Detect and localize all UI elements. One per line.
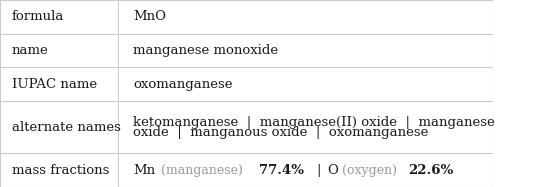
Text: oxomanganese: oxomanganese bbox=[133, 78, 233, 91]
Text: 77.4%: 77.4% bbox=[259, 164, 304, 177]
Text: (manganese): (manganese) bbox=[162, 164, 244, 177]
Text: formula: formula bbox=[12, 10, 64, 23]
Text: 22.6%: 22.6% bbox=[408, 164, 454, 177]
Text: O: O bbox=[327, 164, 338, 177]
Text: MnO: MnO bbox=[133, 10, 166, 23]
Text: (oxygen): (oxygen) bbox=[342, 164, 397, 177]
Text: name: name bbox=[12, 44, 49, 57]
Text: mass fractions: mass fractions bbox=[12, 164, 109, 177]
Text: manganese monoxide: manganese monoxide bbox=[133, 44, 278, 57]
Text: alternate names: alternate names bbox=[12, 121, 121, 134]
Text: oxide  |  manganous oxide  |  oxomanganese: oxide | manganous oxide | oxomanganese bbox=[133, 126, 429, 139]
Text: Mn: Mn bbox=[133, 164, 155, 177]
Text: ketomanganese  |  manganese(II) oxide  |  manganese: ketomanganese | manganese(II) oxide | ma… bbox=[133, 116, 495, 128]
Text: IUPAC name: IUPAC name bbox=[12, 78, 97, 91]
Text: |: | bbox=[317, 164, 321, 177]
